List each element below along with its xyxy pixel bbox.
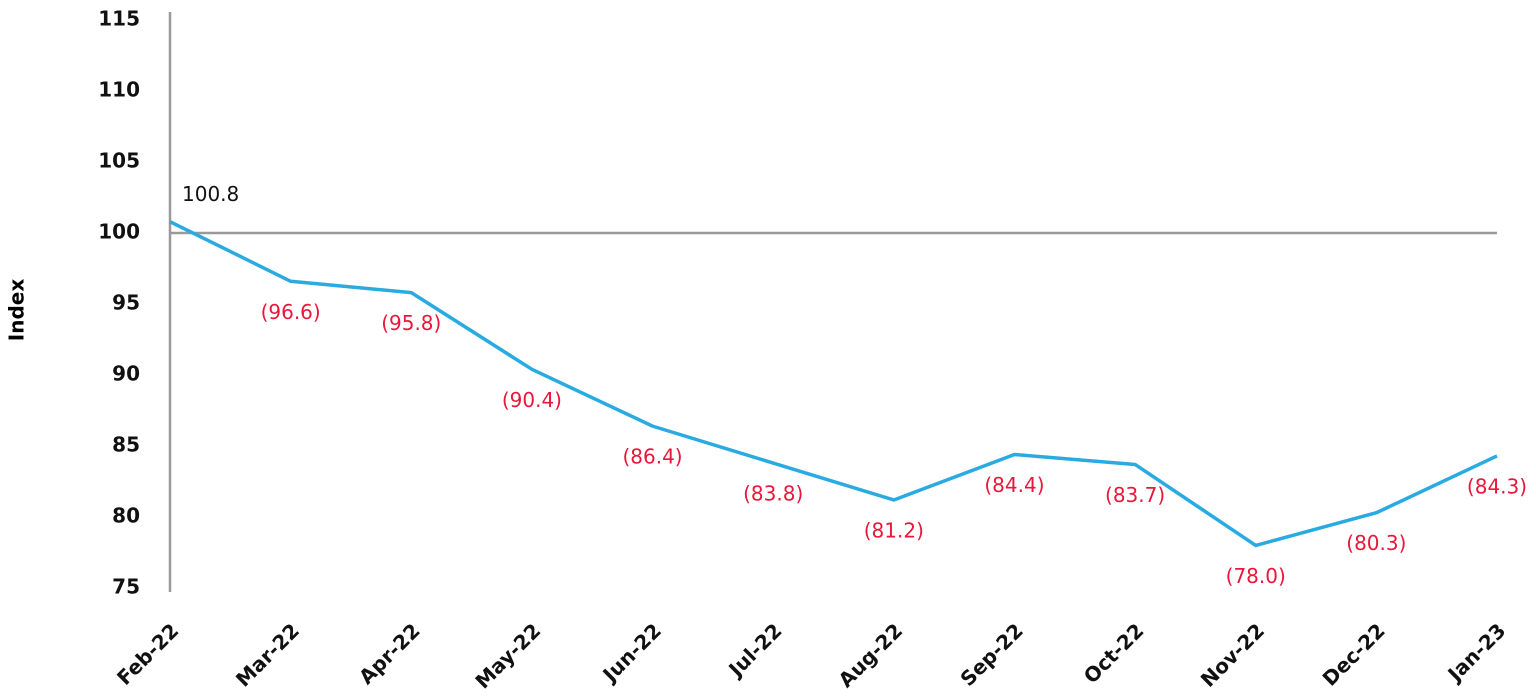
- x-tick-label: Dec-22: [1318, 618, 1390, 690]
- data-label: (78.0): [1226, 564, 1286, 588]
- x-tick-label: Jan-23: [1442, 618, 1511, 687]
- data-label: (83.7): [1105, 483, 1165, 507]
- y-tick-label: 110: [98, 78, 140, 102]
- x-tick-label: Jul-22: [722, 618, 786, 682]
- data-label: (84.3): [1467, 474, 1527, 498]
- y-tick-label: 115: [98, 7, 140, 31]
- data-label: (96.6): [261, 300, 321, 324]
- x-tick-label: Mar-22: [231, 618, 304, 691]
- y-tick-label: 95: [112, 291, 140, 315]
- y-tick-label: 85: [112, 433, 140, 457]
- x-tick-label: Aug-22: [834, 618, 908, 692]
- data-label: (90.4): [502, 388, 562, 412]
- data-label: (80.3): [1346, 531, 1406, 555]
- data-label: (84.4): [984, 473, 1044, 497]
- data-line: [169, 220, 1498, 548]
- y-tick-label: 90: [112, 362, 140, 386]
- y-axis-label: Index: [5, 279, 29, 342]
- y-tick-label: 100: [98, 220, 140, 244]
- x-tick-label: May-22: [470, 618, 545, 693]
- data-label: (86.4): [622, 445, 682, 469]
- x-tick-label: Nov-22: [1196, 618, 1269, 691]
- x-tick-label: Sep-22: [955, 618, 1027, 690]
- x-tick-label: Jun-22: [597, 618, 666, 687]
- data-label: (81.2): [864, 518, 924, 542]
- x-tick-label: Apr-22: [354, 618, 425, 689]
- y-tick-label: 75: [112, 575, 140, 599]
- data-label: (83.8): [743, 482, 803, 506]
- data-label: (95.8): [381, 311, 441, 335]
- y-tick-label: 105: [98, 149, 140, 173]
- y-tick-label: 80: [112, 504, 140, 528]
- x-tick-label: Feb-22: [112, 618, 183, 689]
- data-label: 100.8: [182, 182, 239, 206]
- x-tick-label: Oct-22: [1079, 618, 1149, 688]
